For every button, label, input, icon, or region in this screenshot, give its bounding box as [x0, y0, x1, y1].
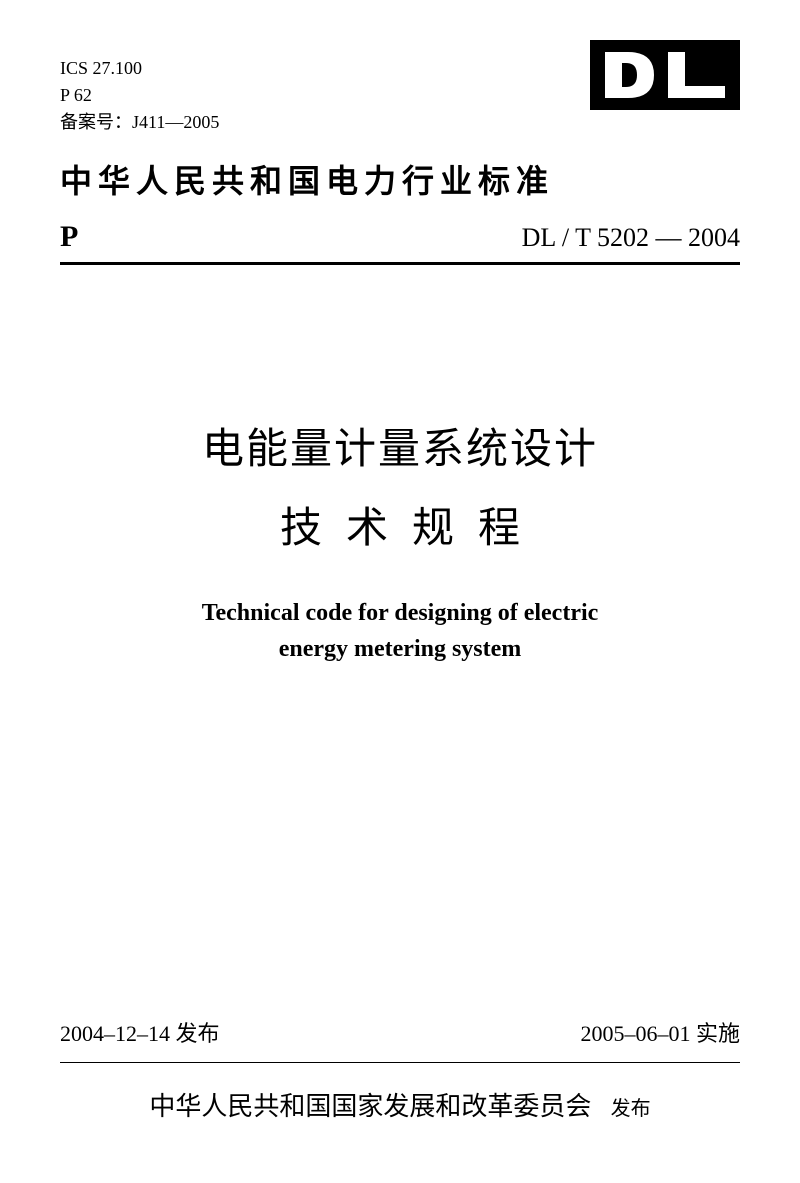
publisher-suffix: 发布 [611, 1098, 651, 1120]
standard-heading: 中华人民共和国电力行业标准 [60, 156, 740, 202]
title-block: 电能量计量系统设计 技术规程 Technical code for design… [60, 415, 740, 667]
title-english-line2: energy metering system [60, 631, 740, 667]
title-english-line1: Technical code for designing of electric [60, 595, 740, 631]
bottom-rule [60, 1062, 740, 1063]
filing-number: 备案号：J411—2005 [60, 109, 740, 136]
filing-value: J411—2005 [132, 112, 219, 132]
top-rule [60, 262, 740, 265]
dl-logo [590, 40, 740, 110]
title-english: Technical code for designing of electric… [60, 595, 740, 667]
title-chinese-line2: 技术规程 [60, 494, 740, 555]
standard-code: DL / T 5202 — 2004 [522, 223, 740, 253]
implement-date: 2005–06–01 实施 [580, 1016, 740, 1048]
dates-line: 2004–12–14 发布 2005–06–01 实施 [60, 1016, 740, 1048]
publisher-line: 中华人民共和国国家发展和改革委员会 发布 [60, 1086, 740, 1123]
code-line: P DL / T 5202 — 2004 [60, 220, 740, 254]
filing-label: 备案号： [60, 112, 132, 132]
publish-date: 2004–12–14 发布 [60, 1016, 220, 1048]
p-mark: P [60, 220, 78, 254]
publisher-name: 中华人民共和国国家发展和改革委员会 [149, 1091, 591, 1121]
title-chinese-line1: 电能量计量系统设计 [60, 415, 740, 476]
